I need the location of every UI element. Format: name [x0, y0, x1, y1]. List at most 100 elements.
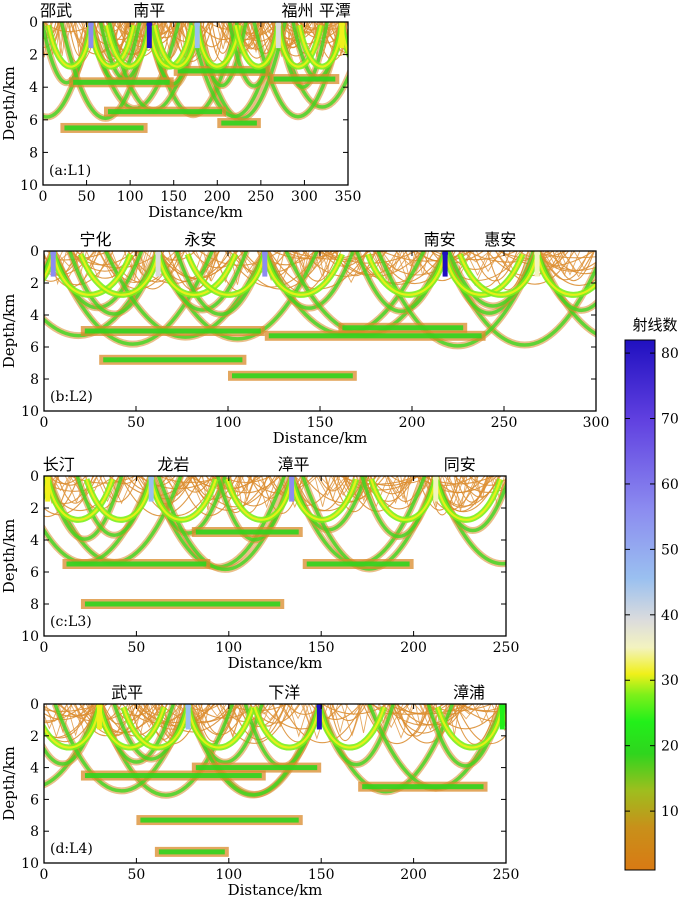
- source-point: [442, 251, 449, 257]
- colorbar-title: 射线数: [632, 316, 677, 334]
- shallow-ray: [134, 704, 216, 724]
- panel-label: (d:L4): [50, 841, 93, 857]
- shallow-ray: [343, 476, 419, 491]
- shallow-ray: [441, 476, 466, 506]
- source-point: [50, 251, 57, 257]
- shallow-ray: [414, 704, 426, 727]
- shallow-ray: [457, 704, 506, 713]
- shallow-ray: [461, 251, 491, 263]
- shallow-ray: [278, 704, 300, 719]
- colorbar-tick-label: 80: [661, 346, 679, 362]
- y-tick-label: 8: [30, 372, 39, 388]
- y-tick-label: 8: [30, 824, 39, 840]
- y-tick-label: 6: [29, 113, 38, 129]
- shallow-ray: [540, 251, 590, 281]
- source-arc-core: [501, 704, 506, 724]
- plot-frame: [42, 21, 349, 186]
- deep-ray-band: [338, 22, 348, 59]
- deep-ray-core: [447, 251, 539, 308]
- shallow-ray: [446, 476, 472, 508]
- source-arc-core: [44, 251, 55, 280]
- ray-layer: [43, 22, 348, 133]
- shallow-ray: [207, 22, 225, 54]
- source-arc-core: [290, 476, 358, 521]
- source-point: [146, 22, 153, 28]
- shallow-ray: [381, 251, 412, 272]
- shallow-ray: [118, 22, 163, 42]
- shallow-ray: [195, 251, 228, 282]
- y-tick-label: 4: [30, 308, 39, 324]
- x-tick-label: 250: [493, 867, 520, 883]
- colorbar-tick-label: 60: [661, 477, 679, 493]
- x-tick-label: 200: [399, 415, 426, 431]
- y-tick-label: 4: [29, 80, 38, 96]
- colorbar-tick-label: 10: [661, 804, 679, 820]
- shallow-ray: [43, 22, 62, 55]
- x-tick-label: 250: [491, 415, 518, 431]
- shallow-ray: [562, 251, 596, 278]
- station-label: 同安: [444, 455, 476, 474]
- shallow-ray: [456, 704, 483, 715]
- source-arc-core: [98, 704, 166, 749]
- shallow-ray: [85, 251, 110, 279]
- ray-layer: [44, 251, 596, 381]
- source-arc-core: [225, 476, 293, 521]
- interface-core: [158, 849, 225, 855]
- shallow-ray: [44, 704, 68, 722]
- shallow-ray: [216, 22, 231, 50]
- colorbar-gradient: [624, 339, 656, 871]
- interface-core: [84, 328, 261, 334]
- shallow-ray: [386, 476, 406, 494]
- shallow-ray: [547, 251, 566, 270]
- source-arc-core: [44, 704, 101, 749]
- x-tick-label: 0: [40, 640, 49, 656]
- shallow-ray: [476, 476, 489, 500]
- x-tick-label: 0: [40, 867, 49, 883]
- shallow-ray: [559, 251, 581, 276]
- shallow-ray: [453, 704, 479, 720]
- shallow-ray: [232, 251, 263, 274]
- source-arc-core: [263, 251, 344, 296]
- y-tick-label: 10: [21, 404, 39, 420]
- ray-layer: [44, 476, 506, 609]
- shallow-ray: [494, 251, 521, 268]
- shallow-ray: [319, 476, 347, 492]
- y-axis-label: Depth/km: [0, 66, 18, 141]
- deep-ray-band: [338, 22, 348, 57]
- source-arc-core: [318, 704, 386, 749]
- x-tick-label: 50: [127, 415, 145, 431]
- shallow-ray: [51, 476, 70, 492]
- source-point: [185, 704, 192, 710]
- colorbar-tick-label: 40: [661, 608, 679, 624]
- shallow-ray: [256, 476, 279, 490]
- shallow-ray: [54, 251, 84, 267]
- shallow-ray: [539, 251, 558, 264]
- source-arc: [44, 476, 51, 501]
- shallow-ray: [384, 476, 407, 505]
- station-label: 邵武: [40, 1, 72, 20]
- plot-frame: [43, 703, 507, 864]
- source-point: [155, 251, 162, 257]
- x-tick-label: 150: [160, 189, 187, 205]
- shallow-ray: [538, 251, 596, 286]
- shallow-ray: [341, 704, 364, 737]
- x-tick-label: 0: [40, 415, 49, 431]
- x-tick-label: 100: [215, 415, 242, 431]
- y-tick-label: 6: [30, 340, 39, 356]
- interface-core: [64, 125, 144, 131]
- x-tick-label: 100: [117, 189, 144, 205]
- shallow-ray: [272, 251, 339, 260]
- interface-core: [140, 817, 299, 823]
- y-tick-label: 6: [30, 792, 39, 808]
- x-tick-label: 350: [335, 189, 362, 205]
- shallow-ray: [164, 476, 191, 497]
- source-arc: [499, 704, 506, 729]
- x-tick-label: 50: [127, 867, 145, 883]
- shallow-ray: [475, 251, 501, 273]
- interface-core: [268, 333, 482, 339]
- source-arc-core: [44, 476, 49, 497]
- colorbar-tick-label: 30: [661, 673, 679, 689]
- source-arc-core: [46, 476, 114, 521]
- colorbar: 射线数 10 20 30 40 50 60 70 80: [624, 316, 679, 871]
- shallow-ray: [330, 476, 356, 496]
